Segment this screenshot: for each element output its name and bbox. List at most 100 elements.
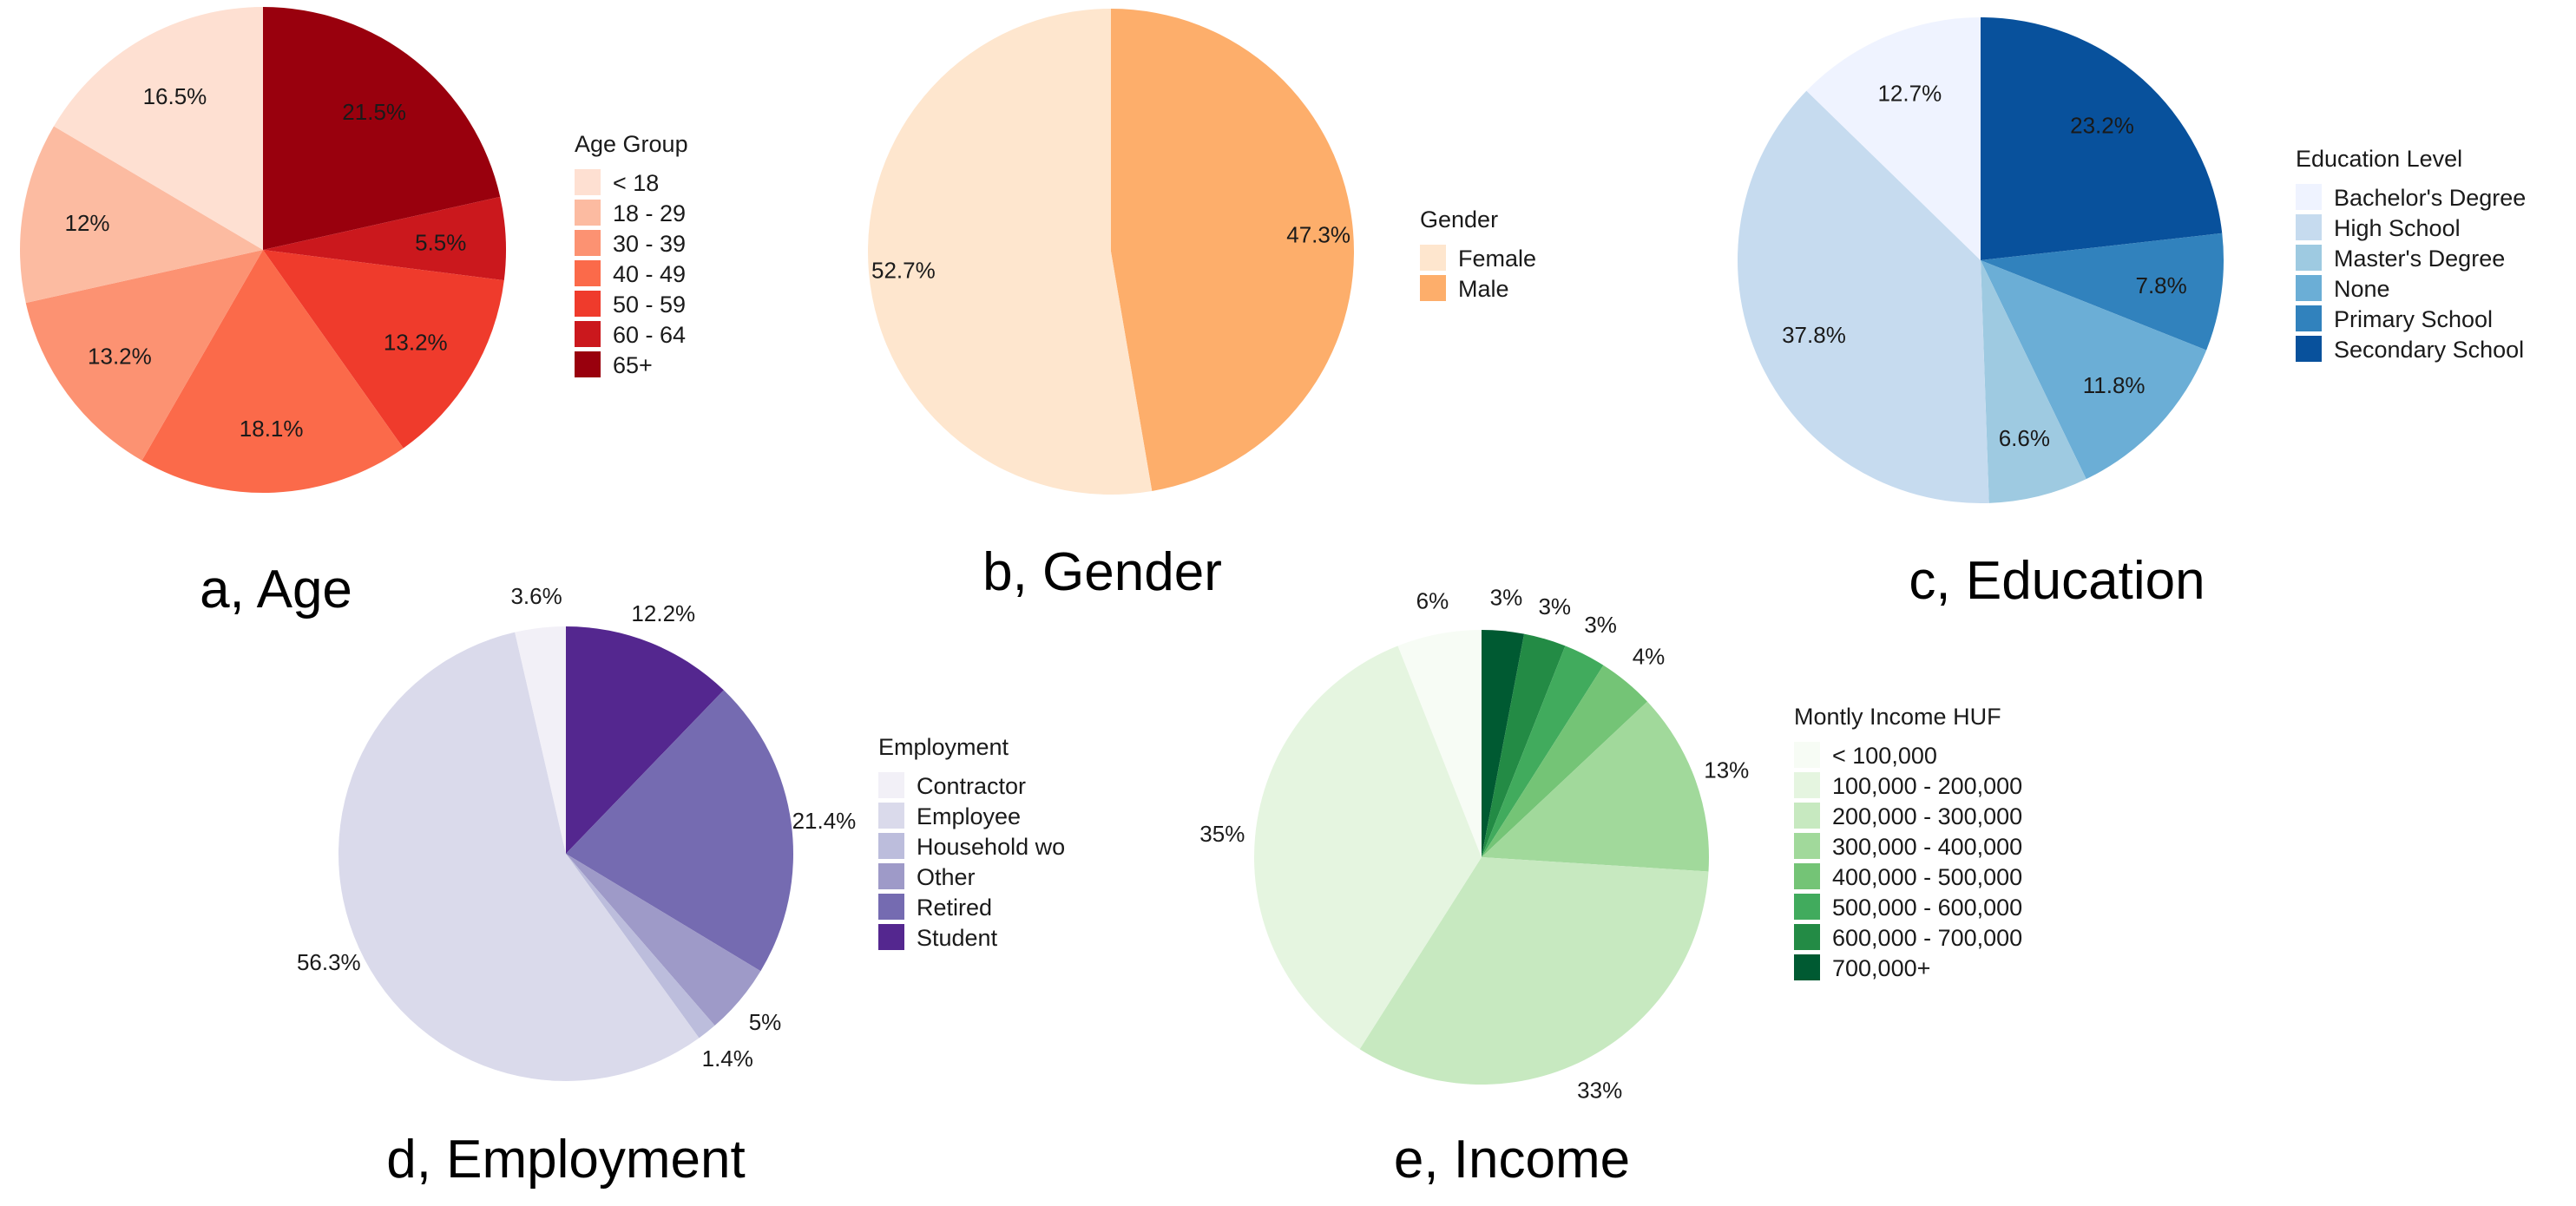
legend-swatch xyxy=(1420,275,1446,301)
legend: Education Level Bachelor's Degree High Sch… xyxy=(2296,146,2526,363)
legend-swatch xyxy=(1794,894,1820,920)
pie-chart-1: 21.5% 5.5% 13.2% 18.1% 13.2% 12% 16.5% Age Grou… xyxy=(20,7,688,619)
slice-label: 3.6% xyxy=(510,583,562,609)
legend-swatch xyxy=(2296,275,2322,301)
legend-swatch xyxy=(878,803,904,829)
legend-swatch xyxy=(878,772,904,798)
slice-label: 5.5% xyxy=(415,229,466,255)
slice-label: 21.4% xyxy=(792,808,857,834)
slice-label: 13% xyxy=(1704,757,1749,783)
slice-label: 7.8% xyxy=(2135,272,2186,298)
legend-label: 700,000+ xyxy=(1832,955,1930,981)
pie-chart-5: 3% 3% 3% 4% 13% 33% 35% 6% Montly Income HUF < 10… xyxy=(1199,584,2022,1190)
legend: Gender Female Male xyxy=(1420,206,1536,302)
pie-slice xyxy=(338,632,700,1081)
legend-swatch xyxy=(575,230,601,256)
legend-label: Secondary School xyxy=(2334,337,2524,363)
slice-label: 12.2% xyxy=(631,600,695,626)
legend-label: 30 - 39 xyxy=(613,231,686,257)
legend-label: 100,000 - 200,000 xyxy=(1832,773,2022,799)
legend-swatch xyxy=(575,200,601,226)
pie-slice xyxy=(1111,9,1354,491)
legend-swatch xyxy=(878,833,904,859)
chart-caption: d, Employment xyxy=(386,1130,746,1190)
legend-swatch xyxy=(1794,863,1820,889)
legend-label: 500,000 - 600,000 xyxy=(1832,895,2022,921)
legend-title: Education Level xyxy=(2296,146,2462,172)
legend-label: Employee xyxy=(917,803,1021,829)
legend-title: Gender xyxy=(1420,206,1498,233)
pie-slice xyxy=(1981,260,2207,480)
legend-label: High School xyxy=(2334,215,2461,241)
slice-label: 47.3% xyxy=(1286,222,1350,248)
slice-label: 6.6% xyxy=(1999,425,2050,451)
legend-label: 200,000 - 300,000 xyxy=(1832,803,2022,829)
slice-label: 18.1% xyxy=(240,416,304,442)
pie-slice xyxy=(867,9,1153,495)
slice-label: 3% xyxy=(1490,584,1523,610)
slice-label: 4% xyxy=(1633,643,1666,669)
pie-slice xyxy=(53,7,263,250)
legend-swatch xyxy=(1794,772,1820,798)
legend-swatch xyxy=(575,260,601,286)
slice-label: 33% xyxy=(1577,1077,1622,1103)
legend-label: 400,000 - 500,000 xyxy=(1832,864,2022,890)
legend-swatch xyxy=(878,894,904,920)
slice-label: 3% xyxy=(1538,593,1571,619)
slice-label: 3% xyxy=(1584,612,1617,638)
legend-swatch xyxy=(2296,245,2322,271)
legend-swatch xyxy=(1420,245,1446,271)
pie-slice xyxy=(1981,17,2223,260)
legend-label: 18 - 29 xyxy=(613,200,686,226)
legend-label: Male xyxy=(1458,276,1509,302)
pie-slice xyxy=(1738,90,1989,504)
legend-swatch xyxy=(1794,742,1820,768)
pie-slice xyxy=(1397,630,1482,857)
legend-swatch xyxy=(878,924,904,950)
slice-label: 21.5% xyxy=(342,99,406,125)
pie-slice xyxy=(1359,857,1709,1085)
legend-title: Age Group xyxy=(575,131,688,157)
pie-chart-3: 23.2% 7.8% 11.8% 6.6% 37.8% 12.7% Education Le… xyxy=(1738,17,2526,611)
pie-slice xyxy=(1981,260,2086,503)
pie-slice xyxy=(515,626,566,854)
pie-slice xyxy=(1482,630,1525,857)
legend-label: < 100,000 xyxy=(1832,743,1937,769)
legend-label: Contractor xyxy=(917,773,1026,799)
pie-slice xyxy=(566,854,761,1026)
pie-slice xyxy=(20,126,264,304)
slice-label: 12.7% xyxy=(1877,81,1942,107)
slice-label: 37.8% xyxy=(1782,322,1846,348)
legend-label: Master's Degree xyxy=(2334,246,2505,272)
legend-label: Primary School xyxy=(2334,306,2493,332)
slice-label: 5% xyxy=(749,1009,782,1035)
pie-slice xyxy=(1806,17,1981,260)
pie-slice xyxy=(1482,633,1566,857)
legend-label: Retired xyxy=(917,895,992,921)
slice-label: 6% xyxy=(1416,587,1449,613)
legend-swatch xyxy=(575,291,601,317)
slice-label: 23.2% xyxy=(2070,112,2134,138)
legend-label: Bachelor's Degree xyxy=(2334,185,2526,211)
pie-slice xyxy=(566,690,794,972)
slice-label: 13.2% xyxy=(88,344,152,370)
slice-label: 13.2% xyxy=(384,329,448,355)
slice-label: 35% xyxy=(1199,821,1245,847)
pie-slice xyxy=(1981,233,2224,351)
legend-swatch xyxy=(1794,954,1820,980)
legend-title: Employment xyxy=(878,734,1009,760)
legend-swatch xyxy=(2296,336,2322,362)
legend-label: Household wo xyxy=(917,834,1065,860)
legend-label: 50 - 59 xyxy=(613,292,686,318)
legend-swatch xyxy=(575,169,601,195)
legend-swatch xyxy=(1794,924,1820,950)
legend-label: 40 - 49 xyxy=(613,261,686,287)
legend: Montly Income HUF < 100,000 100,000 - 200,… xyxy=(1794,704,2022,981)
chart-caption: a, Age xyxy=(200,560,352,619)
pie-slice xyxy=(25,250,263,461)
legend-swatch xyxy=(575,351,601,377)
slice-label: 56.3% xyxy=(297,949,361,975)
legend: Age Group < 18 18 - 29 30 - 39 40 - 49 50 - 5… xyxy=(575,131,688,378)
pie-slice xyxy=(1482,646,1604,857)
